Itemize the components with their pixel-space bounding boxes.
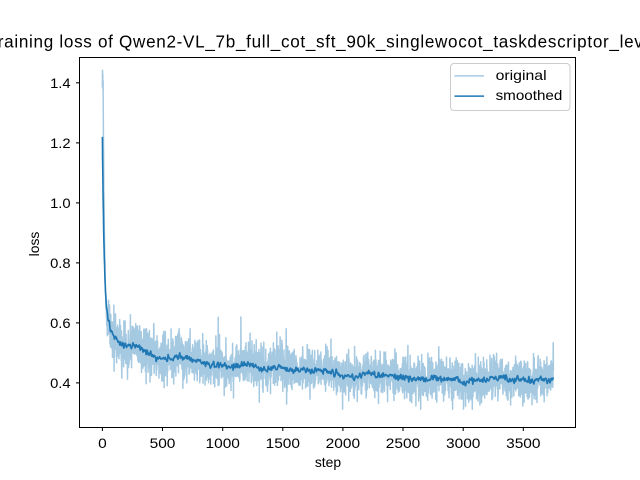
- svg-text:1500: 1500: [266, 435, 301, 451]
- svg-text:1.4: 1.4: [50, 75, 71, 91]
- svg-text:0.6: 0.6: [50, 315, 71, 331]
- svg-text:0.8: 0.8: [50, 255, 71, 271]
- svg-text:3500: 3500: [506, 435, 541, 451]
- svg-text:1.2: 1.2: [50, 135, 71, 151]
- svg-text:smoothed: smoothed: [496, 87, 563, 103]
- svg-text:2000: 2000: [326, 435, 361, 451]
- svg-text:loss: loss: [26, 232, 42, 257]
- svg-text:0: 0: [98, 435, 107, 451]
- svg-text:2500: 2500: [386, 435, 421, 451]
- svg-text:1000: 1000: [206, 435, 241, 451]
- svg-text:0.4: 0.4: [50, 375, 71, 391]
- svg-text:3000: 3000: [446, 435, 481, 451]
- svg-text:1.0: 1.0: [50, 195, 71, 211]
- svg-text:500: 500: [150, 435, 176, 451]
- svg-text:Training loss of Qwen2-VL_7b_f: Training loss of Qwen2-VL_7b_full_cot_sf…: [0, 33, 640, 52]
- svg-text:original: original: [496, 67, 547, 83]
- svg-text:step: step: [315, 454, 342, 470]
